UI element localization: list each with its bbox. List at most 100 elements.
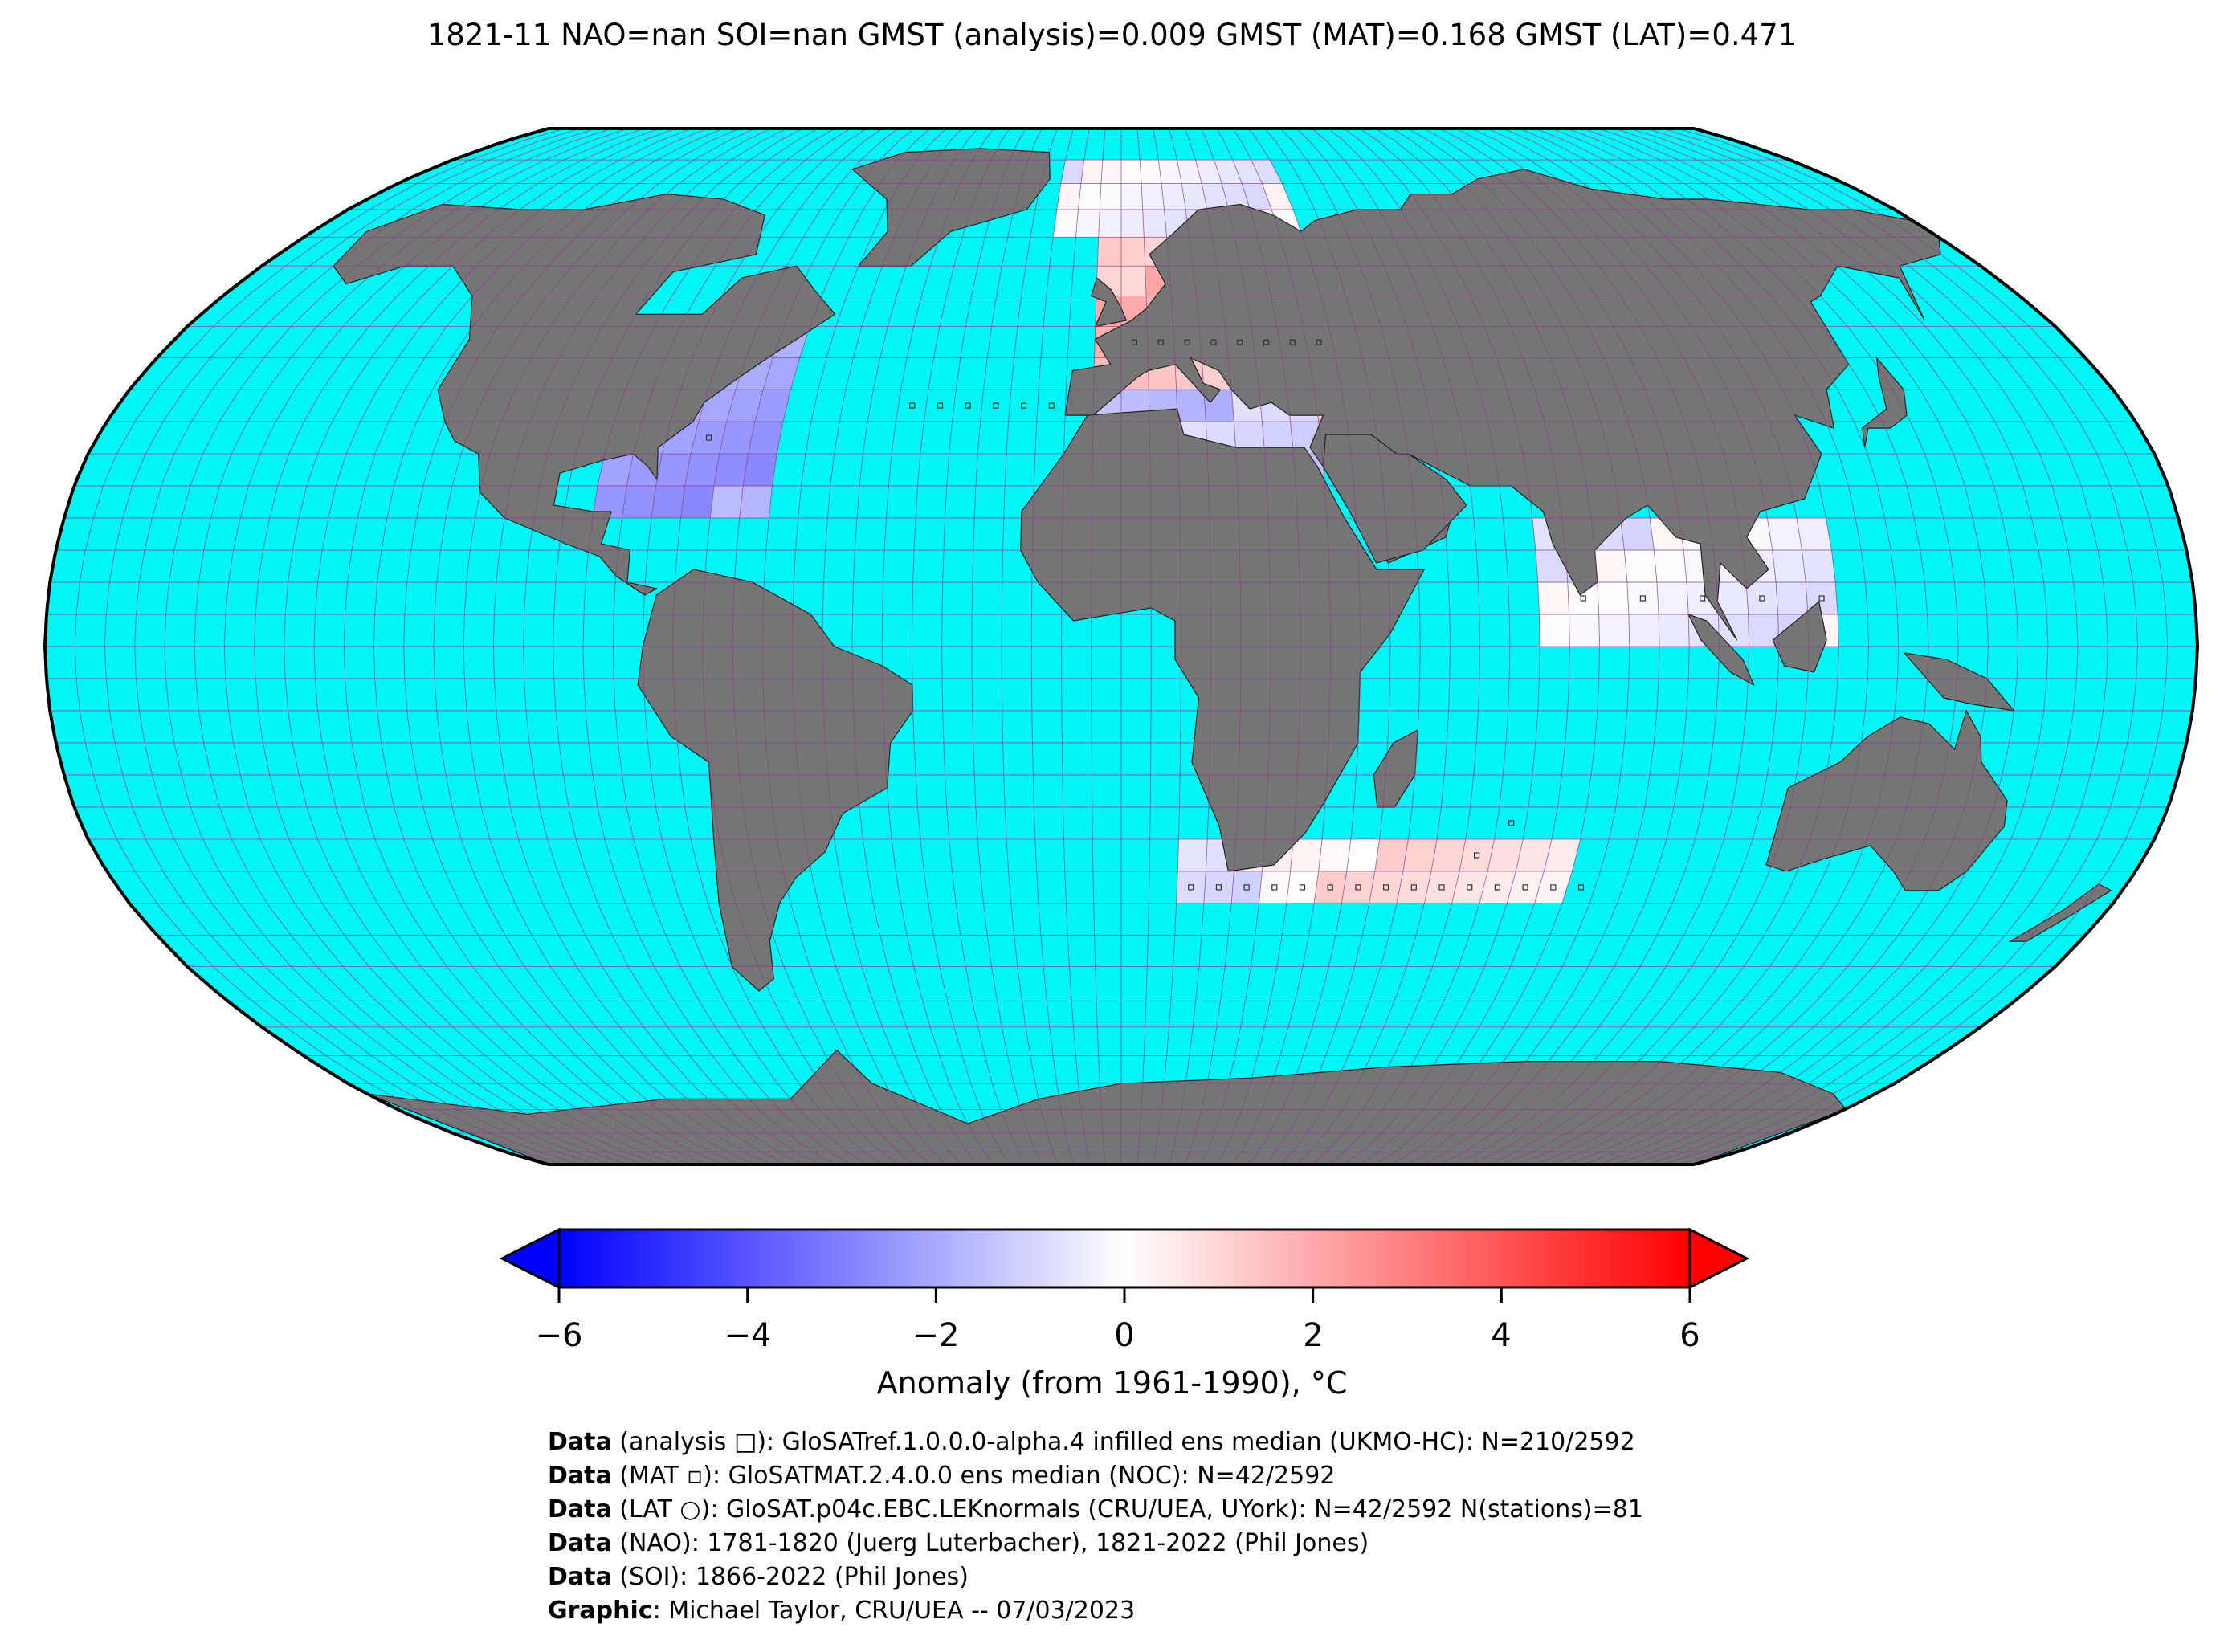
mat-marker	[1467, 884, 1473, 891]
anomaly-cell	[1748, 614, 1779, 647]
anomaly-cell	[1181, 183, 1207, 210]
grid-meridian	[134, 128, 597, 1165]
anomaly-cell	[1142, 209, 1167, 238]
mat-marker	[1700, 595, 1706, 602]
grid-meridian	[1503, 128, 1839, 1165]
anomaly-cell	[1259, 871, 1291, 904]
anomaly-cell	[1161, 183, 1186, 210]
grid-meridian	[1630, 128, 2079, 1165]
anomaly-cell	[1234, 422, 1265, 455]
anomaly-cell	[739, 486, 773, 518]
grid-meridian	[582, 128, 835, 1165]
grid-meridian	[1487, 128, 1810, 1165]
mat-marker	[1210, 339, 1217, 345]
grid-meridian	[1312, 128, 1481, 1165]
mat-marker	[1580, 595, 1586, 602]
anomaly-cell	[691, 422, 727, 455]
grid-meridian	[612, 128, 851, 1165]
anomaly-cell	[1346, 838, 1380, 871]
grid-meridian	[881, 128, 994, 1165]
credits: Data (analysis □): GloSATref.1.0.0.0-alp…	[548, 1426, 1643, 1628]
grid-meridian	[822, 128, 963, 1165]
colorbar-ticks	[557, 1287, 1691, 1303]
grid-meridian	[433, 128, 756, 1165]
anomaly-cell	[1341, 871, 1375, 904]
grid-meridian	[1534, 128, 1900, 1165]
anomaly-cell	[1654, 550, 1687, 582]
anomaly-cell	[1262, 422, 1294, 455]
lat-lon-grid	[45, 128, 2197, 1165]
anomaly-cell	[1097, 237, 1121, 267]
grid-meridian	[1678, 128, 2169, 1165]
anomaly-cell	[1656, 582, 1689, 614]
colorbar-tick-label: −6	[535, 1317, 583, 1354]
mat-marker	[1577, 884, 1585, 891]
colorbar-tick-label: 2	[1303, 1317, 1324, 1354]
mat-marker	[1522, 884, 1528, 891]
anomaly-cell	[1598, 614, 1630, 647]
anomaly-cell	[1772, 550, 1806, 582]
anomaly-cell	[1537, 582, 1569, 614]
anomaly-cell	[1594, 550, 1627, 582]
land-borneo	[1772, 600, 1827, 673]
grid-meridian	[1455, 128, 1750, 1165]
grid-meridian	[1248, 128, 1361, 1165]
anomaly-cell	[1402, 838, 1438, 871]
mat-marker	[1271, 884, 1278, 891]
anomaly-cell	[1459, 838, 1495, 871]
grid-meridian	[1582, 128, 1989, 1165]
anomaly-cell	[1056, 183, 1081, 210]
anomaly-cell	[1624, 550, 1657, 582]
grid-meridian	[642, 128, 867, 1165]
grid-meridian	[1471, 128, 1780, 1165]
anomaly-cell	[1060, 160, 1084, 184]
mat-marker	[1508, 820, 1515, 826]
mat-marker	[993, 402, 999, 409]
colorbar-tick-label: 0	[1114, 1317, 1135, 1354]
grid-meridian	[1232, 128, 1332, 1165]
anomaly-cell	[1177, 838, 1208, 871]
anomaly-cell	[1121, 160, 1142, 184]
mat-marker	[1289, 339, 1296, 345]
grid-meridian	[911, 128, 1010, 1165]
anomaly-cell	[1286, 871, 1319, 904]
land-uk	[1090, 277, 1128, 328]
grid-meridian	[941, 128, 1026, 1165]
grid-meridian	[373, 128, 724, 1165]
colorbar-tick-label: −2	[912, 1317, 960, 1354]
colorbar-extend-high	[1688, 1227, 1750, 1290]
grid-meridian	[1168, 128, 1212, 1165]
anomaly-cell	[1121, 209, 1145, 238]
mat-marker	[1237, 339, 1243, 345]
grid-meridian	[1263, 128, 1391, 1165]
mat-marker	[1327, 884, 1333, 891]
anomaly-cell	[1535, 550, 1568, 582]
grid-meridian	[1375, 128, 1601, 1165]
grid-meridian	[732, 128, 915, 1165]
anomaly-cell	[1080, 160, 1103, 184]
grid-meridian	[284, 128, 676, 1165]
anomaly-cell	[1177, 160, 1202, 184]
mat-marker	[1299, 884, 1306, 891]
anomaly-cell	[1318, 838, 1351, 871]
mat-marker	[1048, 402, 1055, 409]
anomaly-cell	[684, 454, 720, 486]
credit-line: Data (NAO): 1781-1820 (Juerg Luterbacher…	[548, 1529, 1369, 1557]
anomaly-cell	[1290, 838, 1323, 871]
grid-meridian	[1646, 128, 2108, 1165]
mat-marker	[1382, 884, 1389, 891]
grid-meridian	[1614, 128, 2049, 1165]
grid-meridian	[1153, 128, 1181, 1165]
anomaly-cell	[1222, 183, 1251, 210]
colorbar-extend-low	[499, 1227, 561, 1290]
anomaly-cell	[1597, 582, 1629, 614]
grid-meridian	[1519, 128, 1870, 1165]
mat-marker	[1494, 884, 1501, 891]
grid-meridian	[761, 128, 931, 1165]
anomaly-cell	[1767, 518, 1802, 550]
land-japan	[1862, 356, 1908, 448]
anomaly-cell	[1369, 871, 1403, 904]
grid-meridian	[1328, 128, 1511, 1165]
grid-meridian	[74, 128, 565, 1165]
anomaly-cell	[680, 486, 714, 518]
